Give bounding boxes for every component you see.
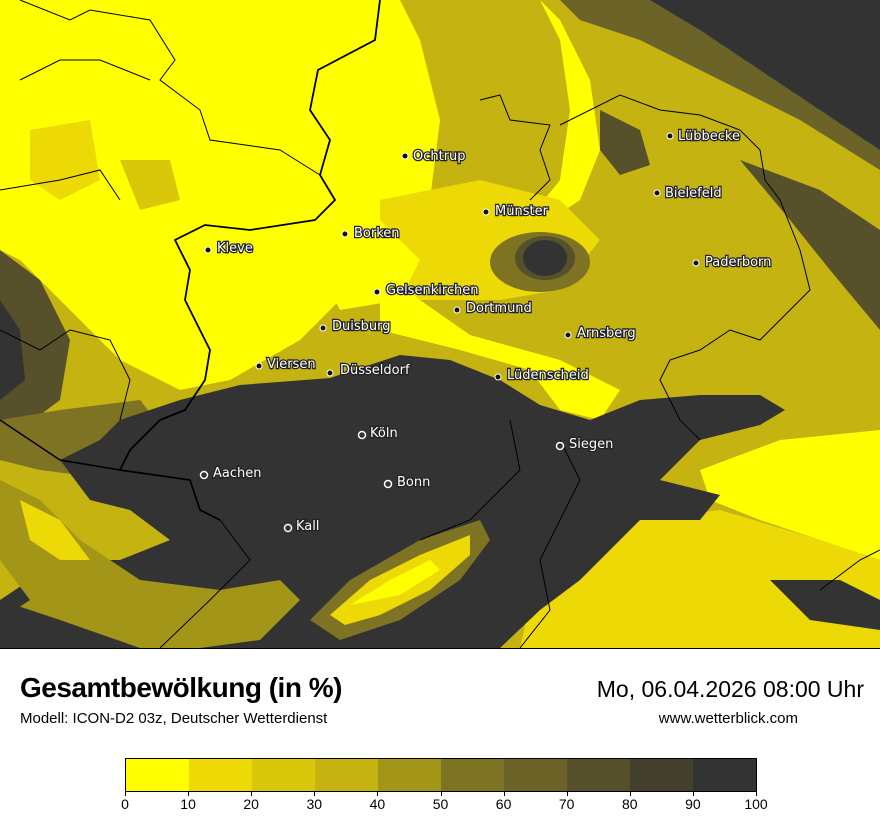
legend-tick-label: 80 xyxy=(622,796,638,812)
legend-tick xyxy=(377,791,379,796)
svg-text:Gelsenkirchen: Gelsenkirchen xyxy=(386,283,479,298)
city-siegen[interactable]: Siegen xyxy=(555,436,615,453)
svg-text:Borken: Borken xyxy=(354,226,400,241)
city-arnsberg[interactable]: Arnsberg xyxy=(564,325,637,342)
legend-tick-label: 70 xyxy=(558,796,575,812)
city-muenster[interactable]: Münster xyxy=(482,203,550,220)
legend-tick xyxy=(125,791,126,796)
legend-tick xyxy=(566,791,568,796)
legend-swatch xyxy=(441,759,504,791)
borders xyxy=(0,0,880,648)
svg-text:Aachen: Aachen xyxy=(213,466,261,481)
city-ochtrup[interactable]: Ochtrup xyxy=(401,148,467,165)
city-duesseldorf[interactable]: Düsseldorf xyxy=(326,362,411,379)
svg-text:Bielefeld: Bielefeld xyxy=(665,186,722,201)
city-borken[interactable]: Borken xyxy=(341,225,401,242)
forecast-datetime: Mo, 06.04.2026 08:00 Uhr xyxy=(596,676,864,702)
legend-tick xyxy=(503,791,505,796)
svg-text:Viersen: Viersen xyxy=(267,357,316,372)
legend-tick-label: 30 xyxy=(306,796,323,812)
city-luedenscheid[interactable]: Lüdenscheid xyxy=(494,367,590,384)
svg-text:Kall: Kall xyxy=(296,519,320,534)
legend-tick xyxy=(756,791,757,796)
cloud-cover-map[interactable]: Ochtrup Lübbecke Bielefeld Münster Borke… xyxy=(0,0,880,649)
legend-tick xyxy=(629,791,631,796)
legend-tick xyxy=(440,791,442,796)
svg-text:Lübbecke: Lübbecke xyxy=(678,129,740,144)
color-legend xyxy=(125,758,757,792)
svg-text:Arnsberg: Arnsberg xyxy=(577,326,636,341)
svg-text:Paderborn: Paderborn xyxy=(705,255,771,270)
legend-swatch xyxy=(252,759,315,791)
legend-tick-label: 40 xyxy=(369,796,386,812)
legend-tick xyxy=(314,791,316,796)
city-luebbecke[interactable]: Lübbecke xyxy=(666,128,741,145)
city-kall[interactable]: Kall xyxy=(283,518,321,535)
legend-tick-label: 60 xyxy=(495,796,512,812)
legend-tick-label: 0 xyxy=(121,796,129,812)
city-bonn[interactable]: Bonn xyxy=(383,474,432,491)
city-markers: Ochtrup Lübbecke Bielefeld Münster Borke… xyxy=(199,128,773,535)
city-gelsenkirchen[interactable]: Gelsenkirchen xyxy=(373,282,480,299)
svg-text:Düsseldorf: Düsseldorf xyxy=(340,363,410,378)
city-dortmund[interactable]: Dortmund xyxy=(453,300,533,317)
legend-swatch xyxy=(630,759,693,791)
legend-swatch xyxy=(315,759,378,791)
legend-swatch xyxy=(378,759,441,791)
city-koeln[interactable]: Köln xyxy=(357,425,399,442)
legend-tick-label: 10 xyxy=(180,796,196,812)
website-link[interactable]: www.wetterblick.com xyxy=(658,710,798,727)
legend-tick-label: 100 xyxy=(744,796,768,812)
model-info: Modell: ICON-D2 03z, Deutscher Wetterdie… xyxy=(20,710,328,727)
svg-text:Duisburg: Duisburg xyxy=(332,319,391,334)
legend-tick-label: 50 xyxy=(432,796,449,812)
svg-text:Ochtrup: Ochtrup xyxy=(413,149,466,164)
city-duisburg[interactable]: Duisburg xyxy=(319,318,392,335)
legend-tick xyxy=(188,791,190,796)
svg-text:Dortmund: Dortmund xyxy=(466,301,532,316)
city-paderborn[interactable]: Paderborn xyxy=(692,254,773,271)
legend-swatch xyxy=(189,759,252,791)
legend-ticks: 0 10 20 30 40 50 60 70 80 90 100 xyxy=(121,791,768,821)
svg-text:Siegen: Siegen xyxy=(569,437,613,452)
svg-text:Köln: Köln xyxy=(370,426,398,441)
legend-tick-label: 20 xyxy=(243,796,259,812)
cloud-cover-fields xyxy=(0,0,880,648)
legend-swatch xyxy=(126,759,189,791)
city-aachen[interactable]: Aachen xyxy=(199,465,263,482)
city-viersen[interactable]: Viersen xyxy=(255,356,317,373)
legend-swatch xyxy=(504,759,567,791)
map-title: Gesamtbewölkung (in %) xyxy=(20,672,342,703)
svg-text:Münster: Münster xyxy=(495,204,549,219)
svg-text:Bonn: Bonn xyxy=(397,475,430,490)
legend-tick xyxy=(251,791,253,796)
legend-swatch xyxy=(693,759,756,791)
svg-text:Kleve: Kleve xyxy=(217,241,253,256)
city-bielefeld[interactable]: Bielefeld xyxy=(653,185,723,202)
svg-text:Lüdenscheid: Lüdenscheid xyxy=(507,368,589,383)
legend-tick-label: 90 xyxy=(685,796,701,812)
city-kleve[interactable]: Kleve xyxy=(204,240,254,257)
legend-tick xyxy=(692,791,694,796)
legend-swatch xyxy=(567,759,630,791)
